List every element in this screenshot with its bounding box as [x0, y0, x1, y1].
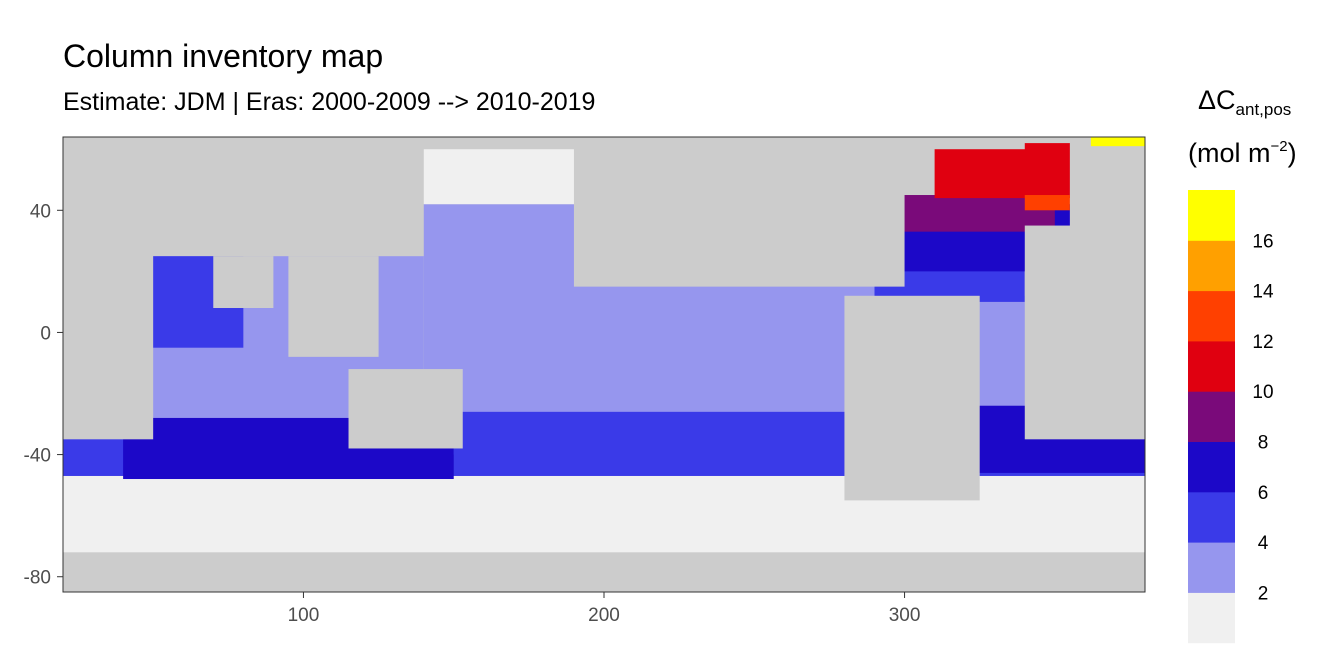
- legend-label: 10: [1252, 382, 1273, 403]
- x-tick-label: 100: [288, 605, 320, 626]
- legend-swatches: [1188, 190, 1235, 644]
- chart-subtitle: Estimate: JDM | Eras: 2000-2009 --> 2010…: [63, 88, 596, 116]
- legend-label: 14: [1252, 282, 1274, 303]
- legend-label: 4: [1258, 533, 1269, 554]
- y-tick-label: -80: [24, 568, 51, 589]
- land-mask: [63, 137, 1145, 592]
- region-north-atlantic-orange: [1024, 195, 1070, 211]
- legend-units-prefix: (mol m: [1188, 138, 1271, 168]
- x-tick-label: 200: [588, 605, 620, 626]
- land-africa-east: [1024, 225, 1145, 440]
- land-antarctica: [63, 552, 1145, 592]
- land-india: [213, 256, 274, 309]
- region-south-pacific-band: [453, 411, 875, 455]
- legend-label: 8: [1258, 433, 1269, 454]
- plot-panel: [63, 137, 1145, 592]
- y-tick-label: 0: [40, 323, 51, 344]
- land-australia: [348, 369, 463, 449]
- legend-label: 16: [1252, 231, 1273, 252]
- x-axis: 100 200 300: [288, 592, 921, 626]
- legend-swatch: [1188, 491, 1235, 543]
- legend-swatch: [1188, 391, 1235, 442]
- legend-title: ΔCant,pos: [1198, 85, 1291, 119]
- legend-units: (mol m−2): [1188, 138, 1297, 168]
- legend-label: 2: [1258, 583, 1269, 604]
- legend-label: 12: [1252, 332, 1273, 353]
- legend-swatch: [1188, 542, 1235, 593]
- x-tick-label: 300: [889, 605, 921, 626]
- y-tick-label: 40: [30, 201, 51, 222]
- land-eurasia: [63, 137, 424, 257]
- legend-swatch: [1188, 290, 1235, 342]
- chart-title: Column inventory map: [63, 38, 384, 74]
- legend-units-suffix: ): [1288, 138, 1297, 168]
- legend-swatch: [1188, 190, 1235, 241]
- legend-units-superscript: −2: [1271, 138, 1288, 155]
- region-north-atlantic-red: [934, 143, 1070, 199]
- legend: ΔCant,pos (mol m−2) 2 4 6 8 10 12 14 16: [1188, 85, 1297, 644]
- legend-labels: 2 4 6 8 10 12 14 16: [1252, 231, 1274, 604]
- legend-title-subscript: ant,pos: [1236, 100, 1292, 119]
- land-greenland: [904, 137, 1025, 150]
- y-tick-label: -40: [24, 446, 51, 467]
- land-north-america: [573, 137, 905, 287]
- legend-swatch: [1188, 441, 1235, 493]
- legend-swatch: [1188, 240, 1235, 292]
- legend-swatch: [1188, 592, 1235, 644]
- legend-title-main: ΔC: [1198, 85, 1236, 115]
- land-south-america: [844, 295, 980, 501]
- y-axis: 40 0 -40 -80: [24, 201, 63, 589]
- legend-label: 6: [1258, 483, 1269, 504]
- region-nordic-seas-yellow: [1090, 137, 1145, 147]
- legend-swatch: [1188, 340, 1235, 392]
- land-southeast-asia: [288, 256, 379, 357]
